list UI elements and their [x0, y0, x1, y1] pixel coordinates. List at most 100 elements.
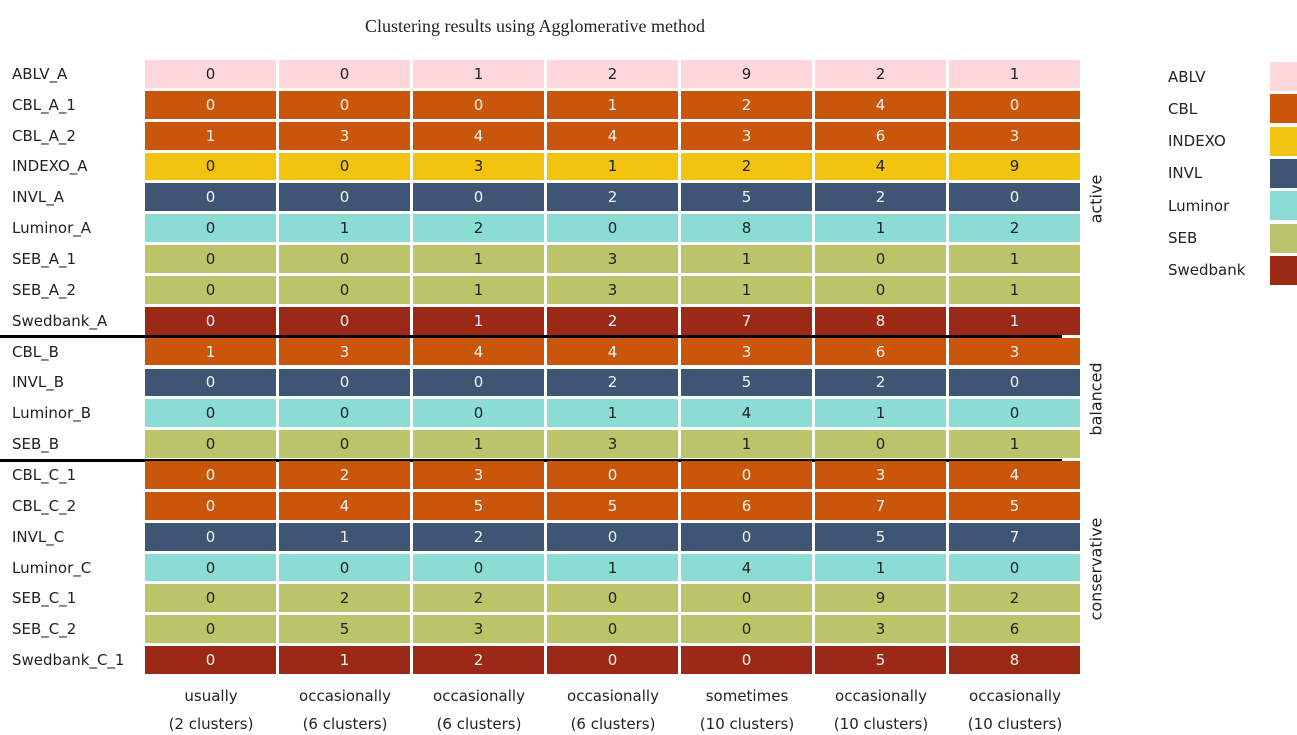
cell: 0	[145, 553, 276, 582]
row-label: ABLV_A	[12, 64, 68, 83]
cell: 0	[145, 90, 276, 119]
cell: 4	[547, 121, 678, 150]
cell: 1	[681, 275, 812, 304]
cell: 4	[279, 491, 410, 520]
column-header: sometimes	[705, 687, 789, 705]
cell: 0	[145, 152, 276, 181]
cell: 3	[279, 121, 410, 150]
row-label: INVL_A	[12, 188, 65, 207]
cell: 4	[413, 337, 544, 366]
cell: 1	[681, 430, 812, 459]
row-label: SEB_B	[12, 435, 60, 454]
cell: 1	[145, 121, 276, 150]
cell: 0	[145, 615, 276, 644]
cell: 0	[413, 399, 544, 428]
cell: 0	[949, 368, 1080, 397]
legend-label: CBL	[1168, 99, 1198, 118]
cell: 0	[681, 646, 812, 674]
cell: 0	[145, 461, 276, 489]
cell: 3	[949, 337, 1080, 366]
cell: 7	[949, 522, 1080, 551]
cell: 5	[949, 491, 1080, 520]
cell: 0	[145, 306, 276, 335]
group-label: conservative	[1086, 517, 1106, 621]
cell: 4	[949, 461, 1080, 489]
cell: 4	[815, 152, 946, 181]
cell: 1	[547, 90, 678, 119]
cell: 0	[547, 584, 678, 613]
row-label: SEB_C_2	[12, 620, 77, 639]
cell: 0	[279, 152, 410, 181]
cell: 1	[547, 152, 678, 181]
cell: 0	[547, 615, 678, 644]
row-label: Luminor_B	[12, 404, 92, 423]
cell: 0	[279, 60, 410, 88]
cell: 0	[145, 368, 276, 397]
cell: 8	[815, 306, 946, 335]
cell: 3	[815, 615, 946, 644]
group-label: active	[1086, 174, 1106, 224]
legend-swatch	[1270, 223, 1297, 253]
cell: 2	[413, 522, 544, 551]
cell: 0	[279, 306, 410, 335]
cell: 3	[547, 245, 678, 273]
cell: 0	[949, 90, 1080, 119]
cell: 3	[949, 121, 1080, 150]
cell: 0	[949, 399, 1080, 428]
legend-swatch	[1270, 158, 1297, 188]
cell: 0	[279, 275, 410, 304]
row-label: Swedbank_A	[12, 311, 108, 330]
cell: 6	[949, 615, 1080, 644]
cell: 1	[815, 553, 946, 582]
cell: 0	[949, 183, 1080, 212]
cell: 0	[279, 553, 410, 582]
column-header: (10 clusters)	[833, 715, 929, 733]
title: Clustering results using Agglomerative m…	[365, 16, 705, 36]
cell: 0	[413, 90, 544, 119]
cell: 4	[681, 553, 812, 582]
row-label: SEB_A_2	[12, 280, 77, 299]
column-header: occasionally	[835, 687, 927, 705]
cell: 2	[279, 584, 410, 613]
cell: 5	[815, 522, 946, 551]
cell: 2	[547, 306, 678, 335]
cell: 2	[681, 152, 812, 181]
cell: 8	[681, 214, 812, 243]
column-header: (6 clusters)	[302, 715, 388, 733]
cell: 0	[279, 399, 410, 428]
cell: 3	[413, 152, 544, 181]
cell: 1	[949, 306, 1080, 335]
cell: 4	[815, 90, 946, 119]
cell: 1	[949, 60, 1080, 88]
cell: 6	[681, 491, 812, 520]
group-label: balanced	[1086, 362, 1106, 436]
cell: 7	[815, 491, 946, 520]
cell: 0	[279, 90, 410, 119]
cell: 0	[681, 461, 812, 489]
cell: 0	[145, 646, 276, 674]
cell: 1	[279, 214, 410, 243]
cell: 1	[413, 306, 544, 335]
row-label: CBL_A_1	[12, 95, 76, 114]
row-label: Luminor_C	[12, 558, 92, 577]
cell: 2	[815, 183, 946, 212]
row-label: SEB_A_1	[12, 250, 77, 269]
cell: 1	[279, 522, 410, 551]
column-header: occasionally	[299, 687, 391, 705]
legend-swatch	[1270, 94, 1297, 124]
cell: 7	[681, 306, 812, 335]
cell: 3	[681, 121, 812, 150]
legend-label: Swedbank	[1168, 261, 1246, 280]
legend-swatch	[1270, 126, 1297, 156]
cell: 1	[145, 337, 276, 366]
cell: 5	[547, 491, 678, 520]
cell: 0	[413, 368, 544, 397]
cell: 2	[279, 461, 410, 489]
cell: 3	[547, 275, 678, 304]
cell: 2	[413, 214, 544, 243]
cell: 1	[547, 399, 678, 428]
row-label: SEB_C_1	[12, 589, 77, 608]
cell: 1	[681, 245, 812, 273]
cell: 2	[815, 368, 946, 397]
